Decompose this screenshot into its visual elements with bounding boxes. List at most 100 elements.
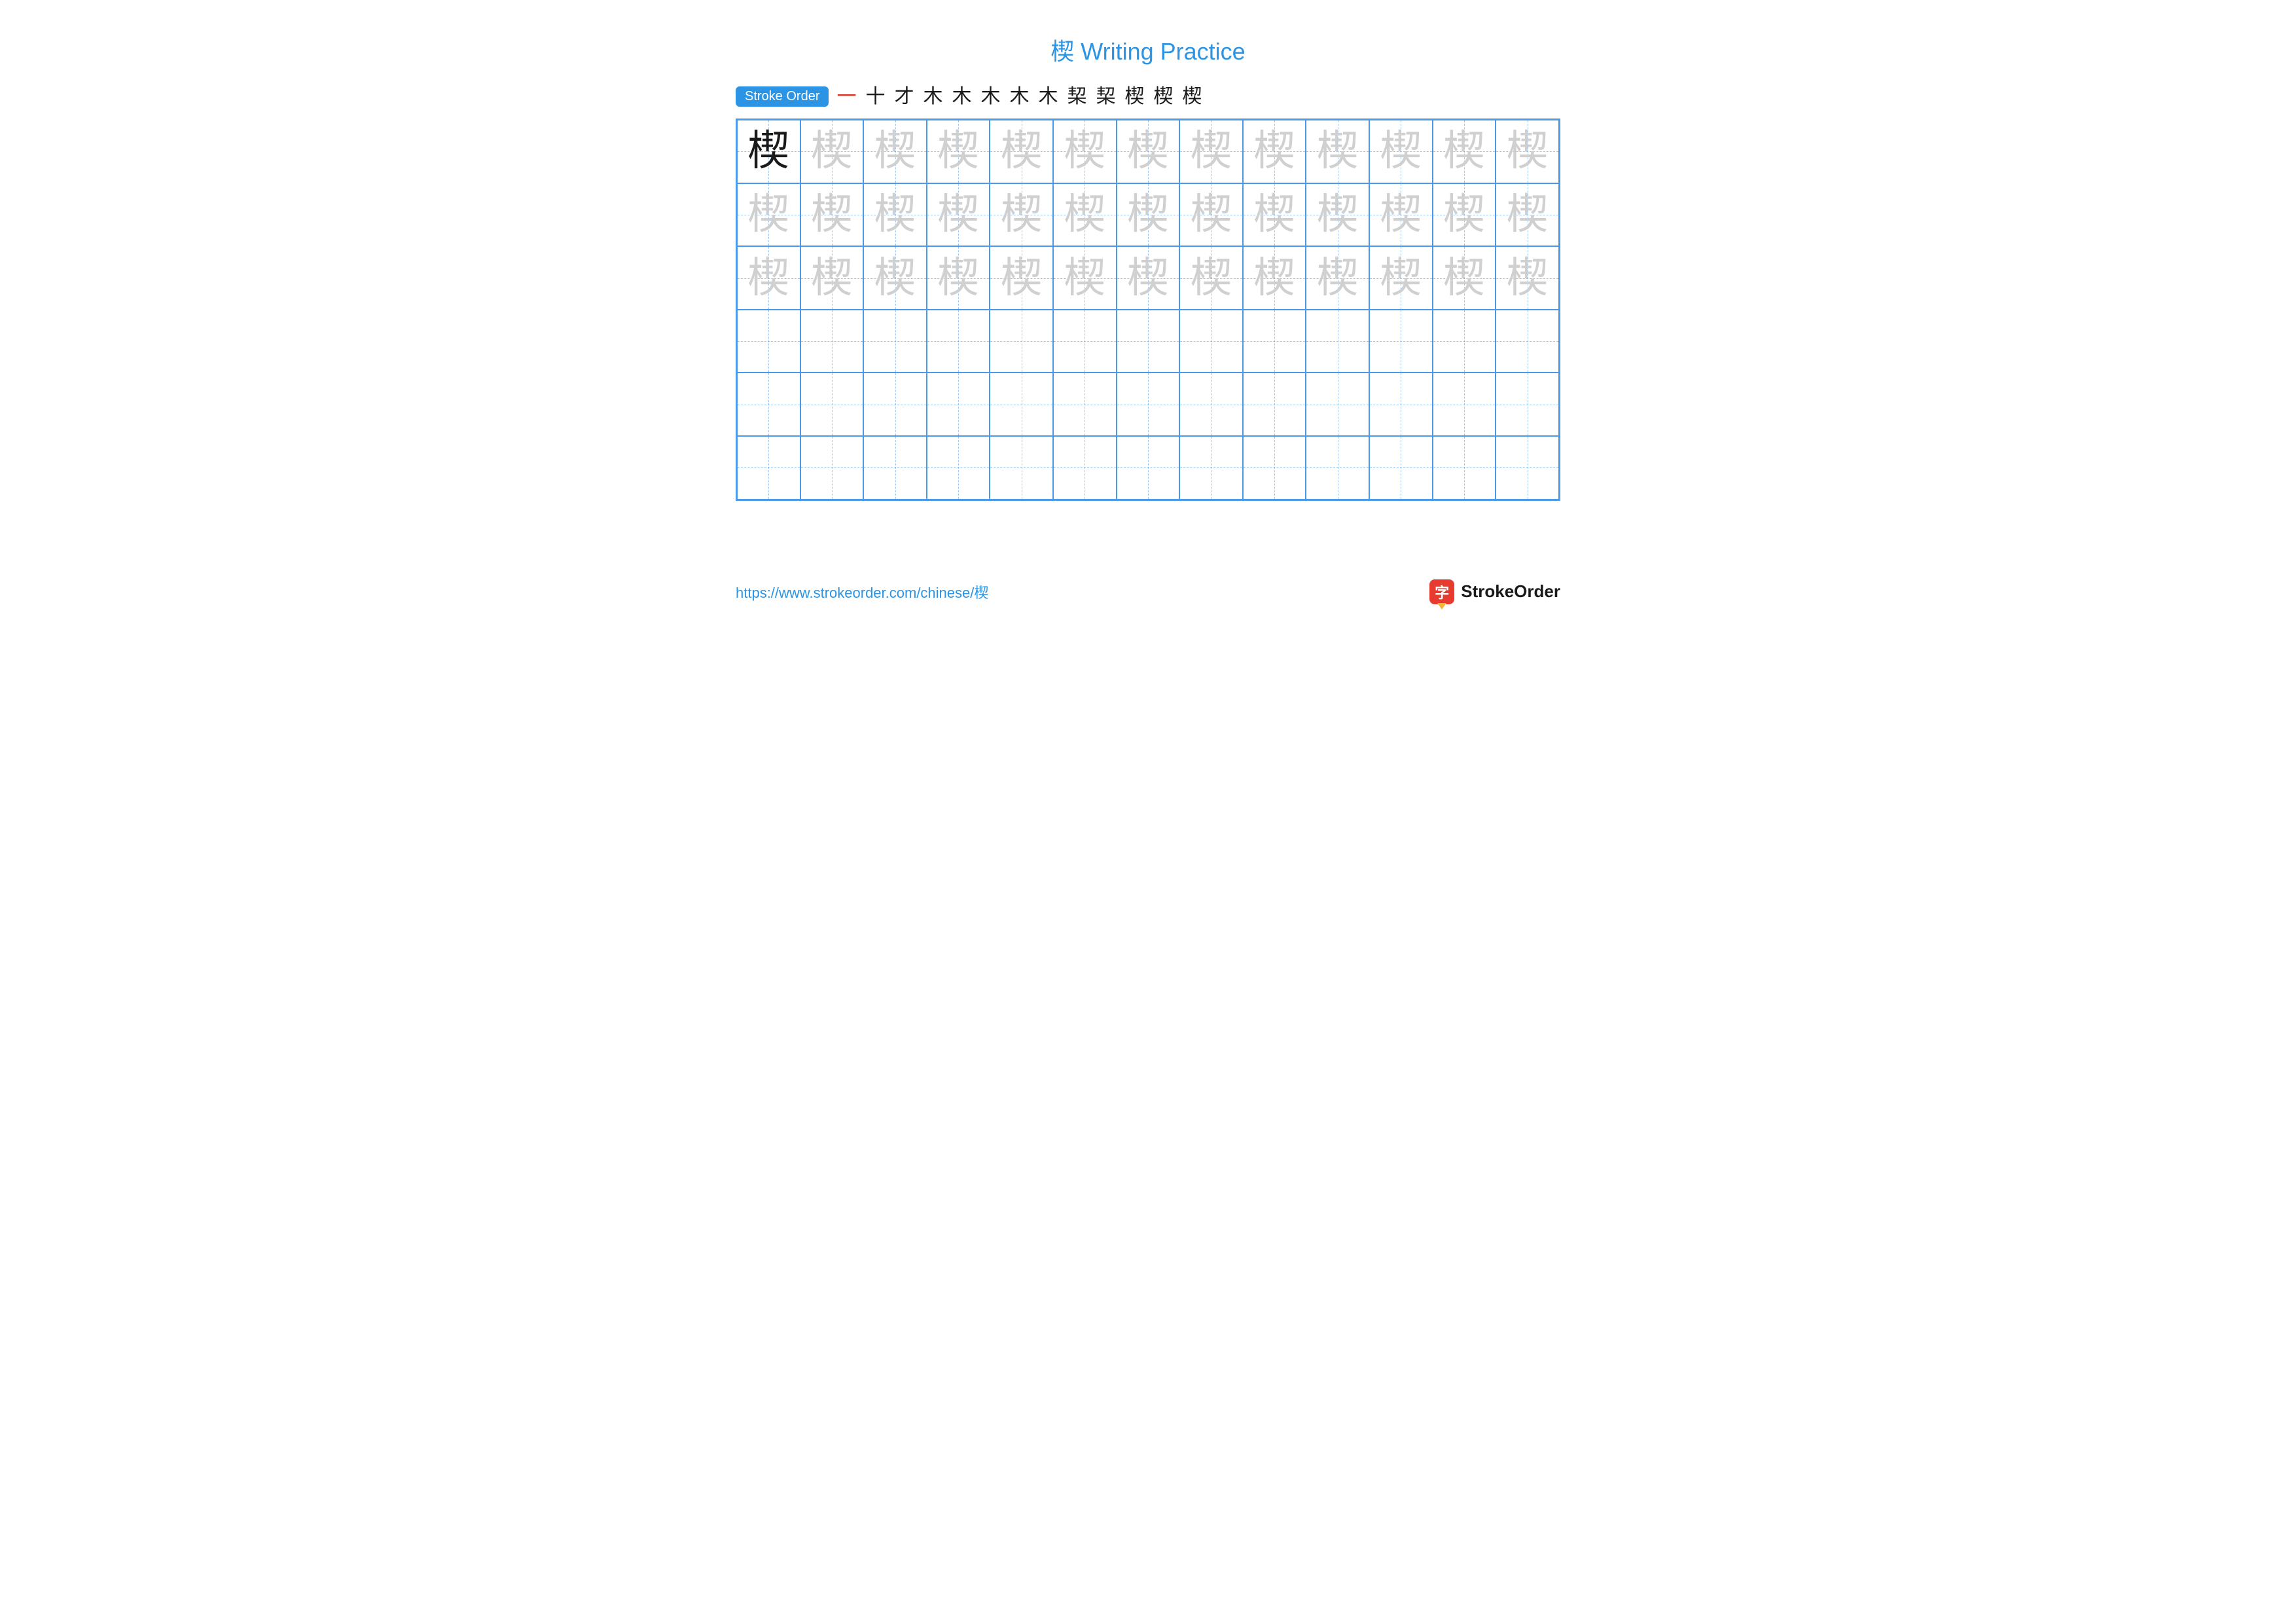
grid-cell: 楔 [863, 183, 927, 247]
grid-cell: 楔 [927, 120, 990, 183]
grid-cell: 楔 [1369, 246, 1433, 310]
grid-cell [737, 373, 800, 436]
grid-cell: 楔 [1053, 246, 1117, 310]
grid-cell: 楔 [1433, 246, 1496, 310]
pencil-tip-icon [1437, 603, 1446, 610]
grid-cell: 楔 [1243, 183, 1306, 247]
practice-char: 楔 [937, 257, 979, 299]
grid-cell [1306, 373, 1369, 436]
grid-row: 楔楔楔楔楔楔楔楔楔楔楔楔楔 [737, 246, 1559, 310]
practice-char: 楔 [1001, 194, 1043, 236]
stroke-step: 楔 [1182, 87, 1202, 107]
practice-char: 楔 [1127, 257, 1169, 299]
practice-char: 楔 [1253, 194, 1295, 236]
grid-cell: 楔 [863, 246, 927, 310]
stroke-step: 楔 [1124, 87, 1144, 107]
grid-cell: 楔 [800, 120, 864, 183]
grid-cell: 楔 [1369, 120, 1433, 183]
grid-cell: 楔 [1243, 246, 1306, 310]
stroke-order-badge: Stroke Order [736, 86, 829, 107]
practice-char: 楔 [1127, 194, 1169, 236]
practice-char: 楔 [1127, 130, 1169, 172]
grid-cell [1117, 436, 1180, 500]
grid-cell: 楔 [1179, 246, 1243, 310]
practice-char: 楔 [1064, 130, 1105, 172]
stroke-step: 栔 [1067, 87, 1086, 107]
grid-cell: 楔 [1117, 120, 1180, 183]
grid-cell: 楔 [1306, 120, 1369, 183]
practice-char: 楔 [874, 194, 916, 236]
grid-cell: 楔 [990, 246, 1053, 310]
practice-char: 楔 [1001, 130, 1043, 172]
grid-cell [1496, 373, 1559, 436]
practice-char: 楔 [1064, 194, 1105, 236]
practice-char: 楔 [874, 257, 916, 299]
stroke-step: 栔 [1096, 87, 1115, 107]
grid-cell [737, 310, 800, 373]
practice-char: 楔 [1001, 257, 1043, 299]
logo-char: 字 [1435, 581, 1449, 602]
practice-char: 楔 [1443, 130, 1485, 172]
practice-char: 楔 [937, 194, 979, 236]
grid-cell: 楔 [800, 183, 864, 247]
grid-row: 楔楔楔楔楔楔楔楔楔楔楔楔楔 [737, 183, 1559, 247]
source-url[interactable]: https://www.strokeorder.com/chinese/楔 [736, 581, 988, 602]
grid-cell: 楔 [927, 246, 990, 310]
page-title: 楔 Writing Practice [736, 33, 1560, 67]
grid-cell: 楔 [1496, 183, 1559, 247]
practice-char: 楔 [874, 130, 916, 172]
grid-cell: 楔 [927, 183, 990, 247]
practice-char: 楔 [1443, 257, 1485, 299]
practice-char: 楔 [1443, 194, 1485, 236]
stroke-step: 木 [980, 87, 1000, 107]
practice-char: 楔 [811, 194, 853, 236]
logo: 字 StrokeOrder [1429, 579, 1560, 604]
practice-char: 楔 [1380, 257, 1422, 299]
practice-char: 楔 [747, 130, 789, 172]
grid-cell: 楔 [737, 183, 800, 247]
grid-row [737, 373, 1559, 436]
practice-char: 楔 [1317, 194, 1359, 236]
practice-char: 楔 [747, 194, 789, 236]
practice-char: 楔 [1317, 257, 1359, 299]
grid-cell: 楔 [990, 120, 1053, 183]
grid-cell [927, 373, 990, 436]
practice-char: 楔 [1507, 194, 1549, 236]
practice-char: 楔 [1191, 257, 1232, 299]
grid-cell [1243, 373, 1306, 436]
grid-cell: 楔 [800, 246, 864, 310]
grid-cell: 楔 [1053, 120, 1117, 183]
practice-char: 楔 [1317, 130, 1359, 172]
grid-cell [1369, 310, 1433, 373]
grid-row [737, 436, 1559, 500]
grid-cell [1117, 310, 1180, 373]
grid-cell: 楔 [990, 183, 1053, 247]
logo-icon: 字 [1429, 579, 1454, 604]
grid-cell: 楔 [1243, 120, 1306, 183]
grid-cell [990, 436, 1053, 500]
practice-char: 楔 [937, 130, 979, 172]
grid-cell [1433, 310, 1496, 373]
grid-cell [990, 373, 1053, 436]
grid-cell [1433, 373, 1496, 436]
grid-cell: 楔 [863, 120, 927, 183]
grid-cell [863, 373, 927, 436]
stroke-step: 木 [1009, 87, 1029, 107]
grid-cell [1369, 373, 1433, 436]
grid-cell [1179, 436, 1243, 500]
grid-cell [1496, 436, 1559, 500]
logo-text: StrokeOrder [1461, 581, 1560, 602]
grid-cell [863, 310, 927, 373]
grid-cell [1053, 373, 1117, 436]
stroke-sequence: 一十才木木木木木栔栔楔楔楔 [836, 87, 1202, 107]
grid-cell: 楔 [1179, 120, 1243, 183]
practice-char: 楔 [1253, 257, 1295, 299]
grid-cell: 楔 [1117, 183, 1180, 247]
grid-cell [1306, 436, 1369, 500]
grid-cell [1179, 373, 1243, 436]
grid-cell [1496, 310, 1559, 373]
stroke-step: 楔 [1153, 87, 1173, 107]
stroke-step: 一 [836, 87, 856, 107]
grid-cell: 楔 [1496, 246, 1559, 310]
grid-cell [800, 310, 864, 373]
